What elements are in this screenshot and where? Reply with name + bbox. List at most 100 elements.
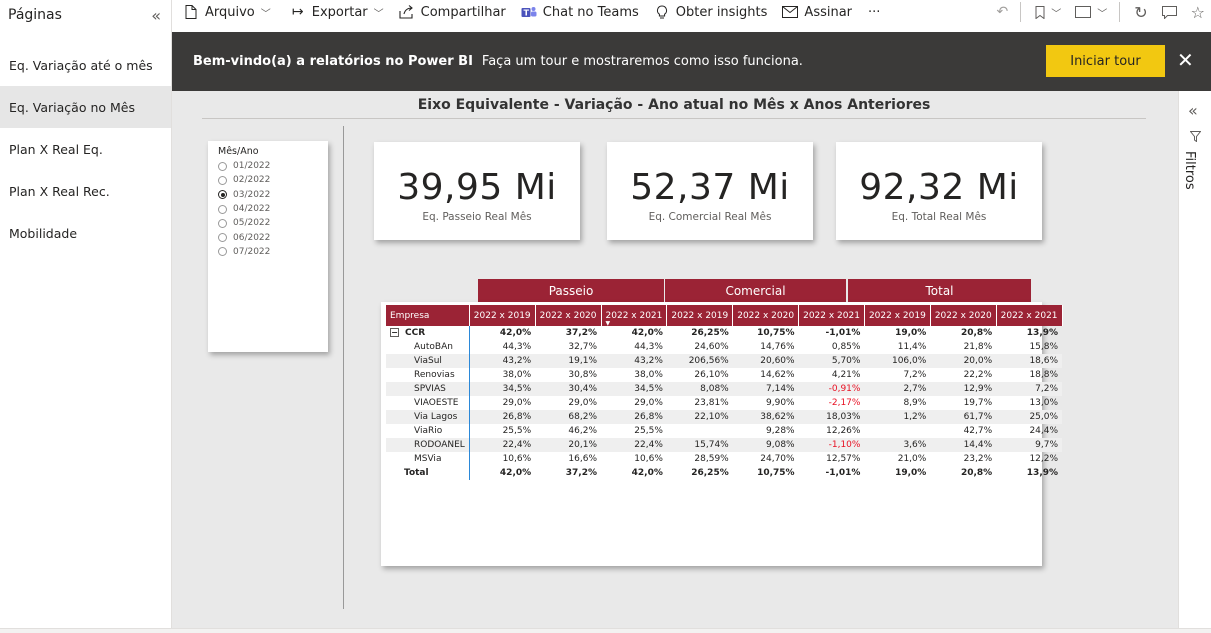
- teams-chat-button[interactable]: T Chat no Teams: [520, 5, 639, 20]
- close-icon[interactable]: ✕: [1177, 48, 1194, 72]
- filters-pane[interactable]: « Filtros: [1178, 91, 1211, 628]
- slicer-option[interactable]: 03/2022: [218, 188, 318, 202]
- radio-button-icon[interactable]: [218, 175, 227, 185]
- column-header[interactable]: 2022 x 2020: [930, 305, 997, 326]
- table-cell: 5,70%: [798, 354, 865, 368]
- table-row[interactable]: MSVia 10,6% 16,6% 10,6% 28,59% 24,70% 12,57% 21…: [386, 452, 1062, 466]
- radio-button-icon[interactable]: [218, 161, 227, 171]
- comment-icon[interactable]: [1161, 5, 1177, 19]
- row-header-cell: SPVIAS: [386, 382, 470, 396]
- table-cell: 10,75%: [757, 328, 795, 338]
- collapse-row-icon[interactable]: −: [390, 328, 399, 337]
- table-cell: 29,0%: [634, 398, 663, 408]
- column-header-label: 2022 x 2021: [605, 310, 663, 321]
- table-row[interactable]: AutoBAn 44,3% 32,7% 44,3% 24,60% 14,76% 0,85% 1…: [386, 340, 1062, 354]
- radio-button-icon[interactable]: [218, 190, 227, 200]
- table-cell: 7,14%: [732, 382, 799, 396]
- table-cell: 26,25%: [691, 468, 729, 478]
- page-item[interactable]: Plan X Real Eq.: [9, 141, 103, 157]
- page-item[interactable]: Eq. Variação até o mês: [9, 57, 153, 73]
- slicer-option[interactable]: 07/2022: [218, 245, 318, 259]
- table-cell: 61,7%: [930, 410, 997, 424]
- slicer-title: Mês/Ano: [218, 146, 259, 157]
- subscribe-button[interactable]: Assinar: [781, 5, 852, 20]
- sort-descending-icon[interactable]: ▼: [605, 320, 611, 327]
- table-cell: 44,3%: [468, 340, 536, 354]
- title-underline: [202, 118, 1146, 119]
- slicer-option[interactable]: 06/2022: [218, 230, 318, 244]
- share-button[interactable]: Compartilhar: [398, 5, 506, 20]
- table-cell: 9,08%: [732, 438, 799, 452]
- start-tour-button[interactable]: Iniciar tour: [1046, 45, 1165, 77]
- kpi-card-total[interactable]: 92,32 Mi Eq. Total Real Mês: [836, 142, 1042, 240]
- table-row[interactable]: ViaRio 25,5% 46,2% 25,5% 9,28% 12,26% 42,7% 24,…: [386, 424, 1062, 438]
- page-item[interactable]: Plan X Real Rec.: [9, 183, 110, 199]
- table-row[interactable]: Renovias 38,0% 30,8% 38,0% 26,10% 14,62% 4,21%…: [386, 368, 1062, 382]
- slicer-option[interactable]: 05/2022: [218, 216, 318, 230]
- column-header[interactable]: 2022 x 2021: [996, 305, 1063, 326]
- column-header[interactable]: 2022 x 2019: [864, 305, 931, 326]
- radio-button-icon[interactable]: [218, 247, 227, 257]
- welcome-banner: Bem-vindo(a) a relatórios no Power BI Fa…: [172, 32, 1211, 91]
- row-header-cell: MSVia: [386, 452, 469, 466]
- favorite-star-icon[interactable]: ☆: [1190, 2, 1205, 22]
- chevron-down-icon: ﹀: [1097, 8, 1108, 20]
- column-header-empresa[interactable]: Empresa: [386, 305, 470, 326]
- column-header[interactable]: 2022 x 2020: [732, 305, 800, 326]
- table-row[interactable]: VIAOESTE 29,0% 29,0% 29,0% 23,81% 9,90% -2,17%…: [386, 396, 1062, 410]
- table-cell: 10,75%: [757, 468, 795, 478]
- table-cell: 3,6%: [864, 438, 931, 452]
- chevron-down-icon: ﹀: [1051, 8, 1062, 20]
- table-cell: 22,10%: [666, 410, 733, 424]
- table-cell: 13,0%: [1029, 398, 1059, 408]
- file-menu[interactable]: Arquivo ﹀: [182, 5, 271, 20]
- table-cell: 25,5%: [468, 424, 536, 438]
- column-header-label: 2022 x 2020: [934, 310, 992, 321]
- page-item[interactable]: Mobilidade: [9, 225, 78, 241]
- table-row[interactable]: − CCR 42,0% 37,2% 42,0% 26,25% 10,75% -1,01% 19,…: [386, 326, 1062, 340]
- row-header-cell: RODOANEL: [386, 438, 470, 452]
- column-header[interactable]: 2022 x 2020: [535, 305, 602, 326]
- table-cell: 46,2%: [568, 426, 598, 436]
- refresh-icon[interactable]: ↻: [1134, 2, 1148, 22]
- row-header-cell: Via Lagos: [386, 410, 470, 424]
- kpi-card-passeio[interactable]: 39,95 Mi Eq. Passeio Real Mês: [374, 142, 580, 240]
- column-header[interactable]: 2022 x 2021 ▼: [601, 305, 668, 327]
- radio-button-icon[interactable]: [218, 218, 227, 228]
- column-header[interactable]: 2022 x 2019: [666, 305, 734, 326]
- divider: [1020, 2, 1022, 22]
- slicer-option[interactable]: 02/2022: [218, 173, 318, 187]
- table-row[interactable]: SPVIAS 34,5% 30,4% 34,5% 8,08% 7,14% -0,91% 2,7…: [386, 382, 1063, 396]
- column-header[interactable]: 2022 x 2021: [798, 305, 865, 326]
- export-menu[interactable]: ↦ Exportar ﹀: [289, 4, 384, 20]
- column-header-label: 2022 x 2020: [737, 310, 795, 321]
- subscribe-label: Assinar: [804, 4, 853, 20]
- table-row[interactable]: Total 42,0% 37,2% 42,0% 26,25% 10,75% -1,01% 19…: [386, 466, 1062, 480]
- page-item[interactable]: Eq. Variação no Mês: [0, 86, 171, 128]
- table-cell: 106,0%: [864, 354, 931, 368]
- divider: [1119, 2, 1121, 22]
- table-cell: 32,7%: [568, 342, 598, 352]
- reset-icon[interactable]: ↶: [996, 4, 1009, 20]
- kpi-card-comercial[interactable]: 52,37 Mi Eq. Comercial Real Mês: [607, 142, 813, 240]
- insights-button[interactable]: Obter insights: [653, 5, 767, 20]
- table-cell: 20,60%: [732, 354, 799, 368]
- table-cell: 12,2%: [1029, 454, 1059, 464]
- bookmark-icon[interactable]: ﹀: [1035, 5, 1061, 20]
- table-cell: 9,90%: [766, 398, 795, 408]
- table-row[interactable]: Via Lagos 26,8% 68,2% 26,8% 22,10% 38,62% 18,0…: [386, 410, 1063, 424]
- collapse-pages-icon[interactable]: «: [151, 5, 161, 25]
- table-row[interactable]: RODOANEL 22,4% 20,1% 22,4% 15,74% 9,08% -1,10%…: [386, 438, 1063, 452]
- column-header[interactable]: 2022 x 2019: [469, 305, 536, 326]
- slicer-option[interactable]: 04/2022: [218, 202, 318, 216]
- view-icon[interactable]: ﹀: [1075, 5, 1107, 20]
- table-cell: 38,62%: [732, 410, 799, 424]
- expand-filters-icon[interactable]: «: [1188, 101, 1198, 120]
- slicer-option-label: 06/2022: [233, 232, 271, 243]
- slicer-option[interactable]: 01/2022: [218, 159, 318, 173]
- radio-button-icon[interactable]: [218, 233, 227, 243]
- radio-button-icon[interactable]: [218, 204, 227, 214]
- table-row[interactable]: ViaSul 43,2% 19,1% 43,2% 206,56% 20,60% 5,70% 1…: [386, 354, 1063, 368]
- table-cell: 10,6%: [634, 454, 663, 464]
- more-options-button[interactable]: ···: [868, 5, 880, 20]
